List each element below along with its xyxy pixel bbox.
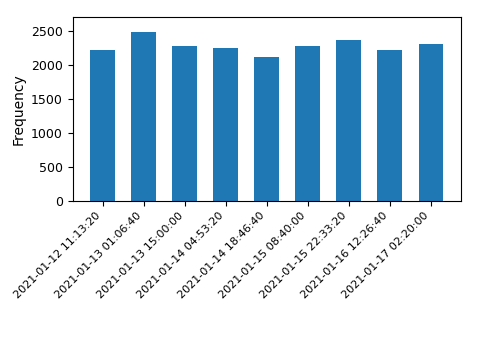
Bar <box>418 44 442 201</box>
Y-axis label: Frequency: Frequency <box>12 73 26 145</box>
Bar <box>254 57 278 201</box>
Bar <box>131 31 156 201</box>
Bar <box>90 49 115 201</box>
Bar <box>172 46 197 201</box>
Bar <box>295 46 319 201</box>
Bar <box>377 50 401 201</box>
Bar <box>213 48 238 201</box>
Bar <box>336 40 361 201</box>
